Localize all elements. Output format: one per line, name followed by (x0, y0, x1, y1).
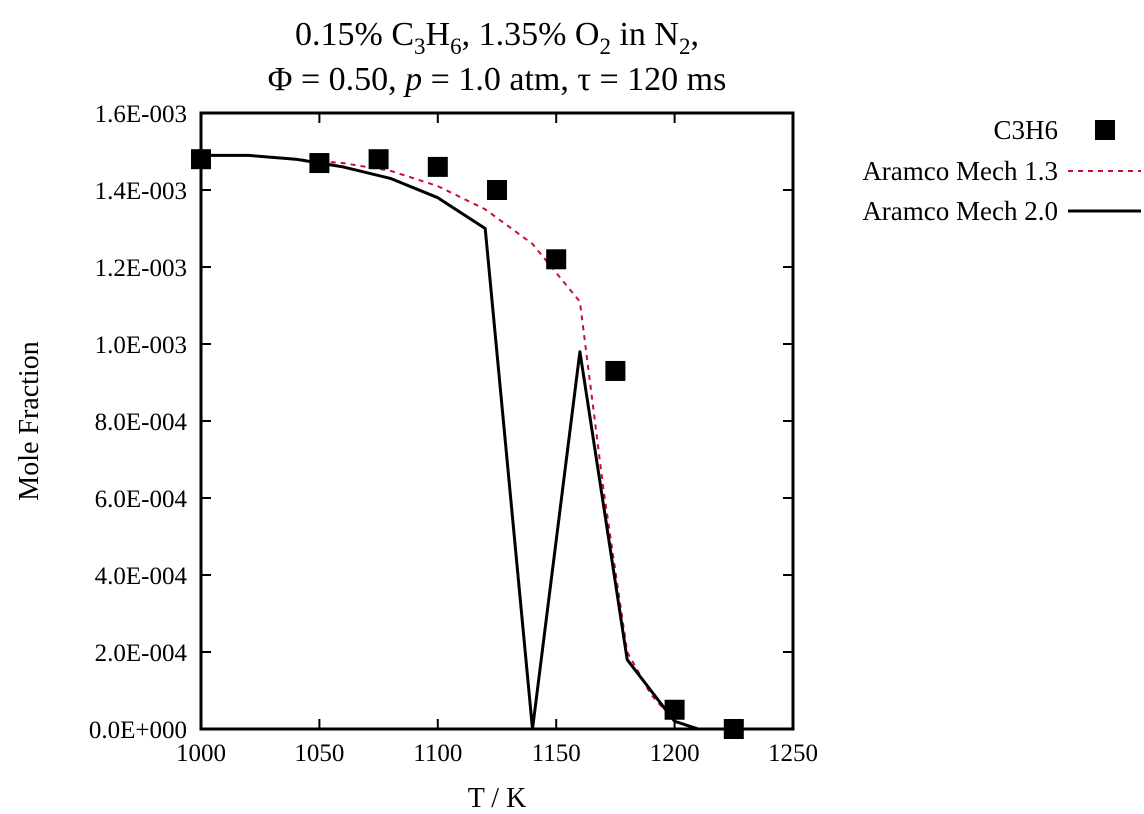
legend-label: Aramco Mech 1.3 (862, 156, 1058, 186)
plot-frame (199, 111, 795, 731)
x-tick-label: 1200 (650, 740, 700, 767)
chart-title-line-2: Φ = 0.50, p = 1.0 atm, τ = 120 ms (268, 61, 727, 98)
legend-label: Aramco Mech 2.0 (862, 196, 1058, 226)
x-tick-label: 1250 (768, 740, 818, 767)
data-point-c3h6 (546, 249, 567, 270)
y-tick-label: 1.2E-003 (95, 255, 187, 282)
y-tick-label: 8.0E-004 (95, 409, 188, 436)
y-tick-label: 6.0E-004 (95, 486, 188, 513)
y-tick-label: 4.0E-004 (95, 563, 188, 590)
chart-title-line-1: 0.15% C3H6, 1.35% O2 in N2, (295, 16, 699, 59)
x-tick-label: 1050 (294, 740, 344, 767)
y-tick-label: 1.6E-003 (95, 101, 187, 128)
y-tick-label: 1.4E-003 (95, 178, 187, 205)
y-tick-label: 0.0E+000 (89, 717, 187, 744)
data-point-c3h6 (487, 180, 507, 200)
data-point-c3h6 (427, 156, 448, 177)
data-point-c3h6 (368, 149, 389, 170)
series-line-aramco-mech-1-3 (201, 154, 734, 730)
x-axis-label: T / K (468, 783, 527, 814)
plot-series (191, 149, 744, 739)
legend-swatch-square (1095, 120, 1115, 140)
legend: C3H6 Aramco Mech 1.3 Aramco Mech 2.0 (862, 115, 1141, 226)
legend-label: C3H6 (993, 115, 1058, 145)
data-point-c3h6 (664, 699, 685, 720)
x-tick-label: 1000 (176, 740, 226, 767)
x-tick-label: 1100 (413, 740, 462, 767)
y-tick-label: 1.0E-003 (95, 332, 187, 359)
x-tick-label: 1150 (532, 740, 581, 767)
series-line-aramco-mech-2-0 (201, 153, 734, 731)
data-point-c3h6 (605, 360, 626, 381)
y-axis-label: Mole Fraction (14, 341, 45, 500)
y-tick-label: 2.0E-004 (95, 640, 188, 667)
axis-ticks: 1000 1050 1100 1150 1200 1250 0.0E+000 2.0E-004… (89, 101, 818, 767)
data-point-c3h6 (309, 153, 330, 174)
